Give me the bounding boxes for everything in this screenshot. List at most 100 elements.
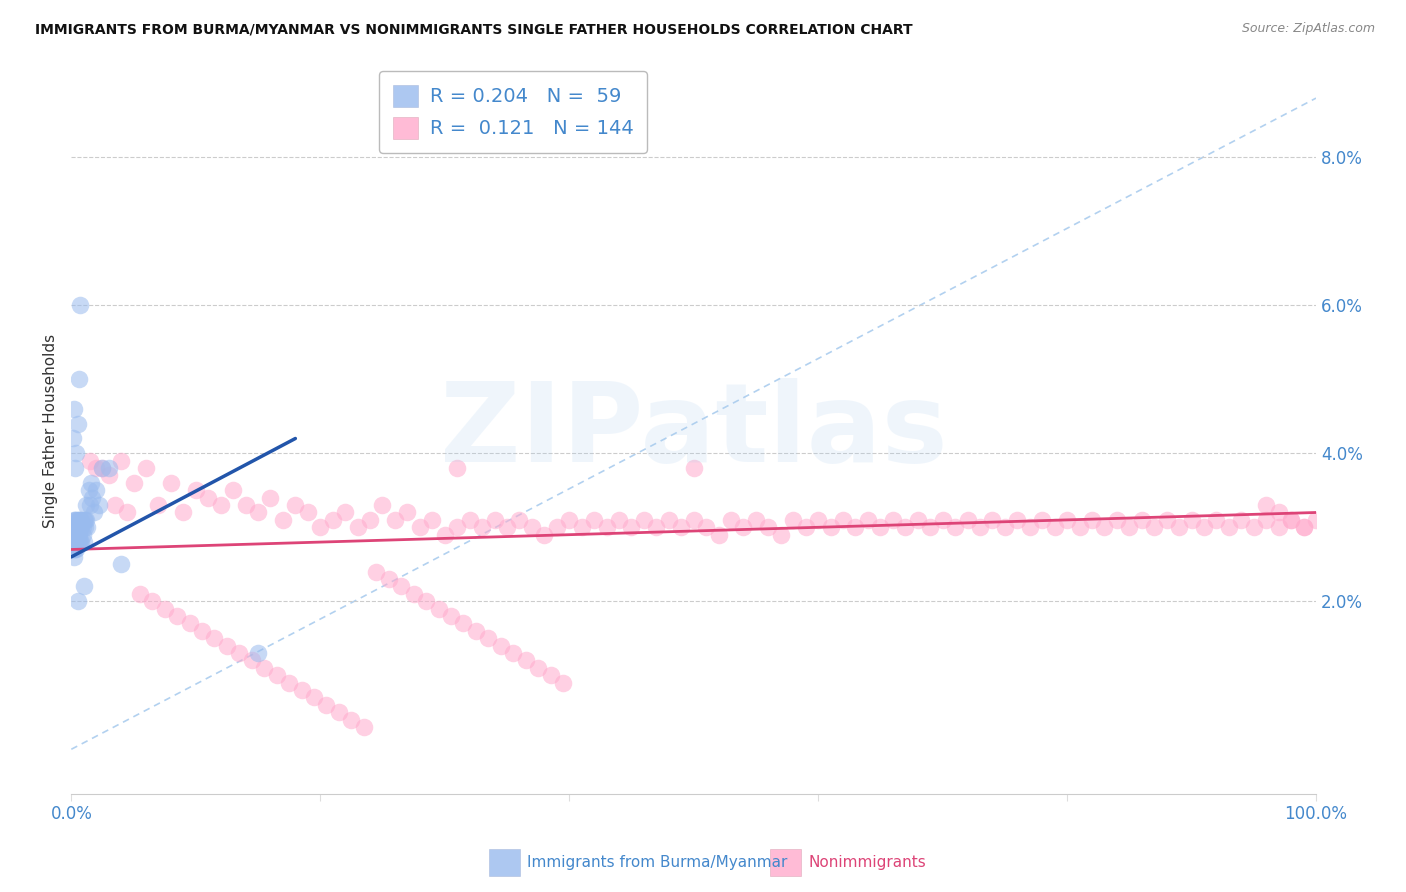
Point [340,713,363,727]
Point [366,565,388,579]
Point [83,506,105,520]
Point [73,513,96,527]
Point [1105,513,1128,527]
Point [122,475,145,490]
Point [1007,513,1029,527]
Point [508,513,530,527]
Point [1267,506,1289,520]
Point [72,527,94,541]
Point [1305,513,1327,527]
Point [832,513,855,527]
Point [1180,513,1202,527]
Point [87,498,110,512]
Point [820,520,842,534]
Point [527,661,550,675]
Point [1168,520,1191,534]
Point [1267,520,1289,534]
Point [69,535,91,549]
Point [77,483,100,498]
Point [209,498,232,512]
Point [63,461,86,475]
Point [1279,513,1302,527]
Point [135,461,157,475]
Point [1081,513,1104,527]
Point [458,513,481,527]
Point [695,520,717,534]
Point [63,520,86,534]
Point [315,698,337,712]
Point [266,668,288,682]
Point [191,624,214,638]
Point [1230,513,1253,527]
Point [84,483,107,498]
Point [515,653,537,667]
Point [869,520,891,534]
Point [222,483,245,498]
Point [62,549,84,564]
Point [247,506,270,520]
Point [184,483,207,498]
Point [807,513,830,527]
Point [62,527,84,541]
Point [931,513,953,527]
Point [489,639,512,653]
Point [110,558,132,572]
Point [981,513,1004,527]
Point [66,594,89,608]
Point [179,616,201,631]
Point [84,461,107,475]
Point [69,513,91,527]
Point [1143,520,1166,534]
Point [80,475,103,490]
Point [67,527,90,541]
Point [607,513,630,527]
Point [1256,498,1278,512]
Point [453,616,475,631]
Point [882,513,904,527]
Point [73,535,96,549]
Point [69,520,91,534]
Point [389,579,412,593]
Point [62,542,84,557]
Point [70,520,93,534]
Point [69,298,91,312]
Point [1018,520,1040,534]
Point [894,520,917,534]
Point [160,475,183,490]
Point [66,527,89,541]
Point [73,579,96,593]
Point [471,520,494,534]
Point [284,498,307,512]
Point [658,513,681,527]
Point [920,520,942,534]
Point [97,468,120,483]
Point [302,690,325,705]
Point [63,527,86,541]
Point [1256,513,1278,527]
Point [66,520,89,534]
Point [247,646,270,660]
Point [65,542,87,557]
Point [433,527,456,541]
Point [477,632,499,646]
Point [65,520,87,534]
Point [204,632,226,646]
Legend: R = 0.204   N =  59, R =  0.121   N = 144: R = 0.204 N = 59, R = 0.121 N = 144 [380,71,647,153]
Point [583,513,606,527]
Point [240,653,263,667]
Point [794,520,817,534]
Point [65,527,87,541]
Point [943,520,966,534]
Point [309,520,332,534]
Y-axis label: Single Father Households: Single Father Households [44,334,58,528]
Point [82,491,104,505]
Point [290,683,312,698]
Point [502,646,524,660]
Point [769,527,792,541]
Point [484,513,506,527]
Point [128,587,150,601]
Point [73,513,96,527]
Point [346,520,368,534]
Point [571,520,593,534]
Point [197,491,219,505]
